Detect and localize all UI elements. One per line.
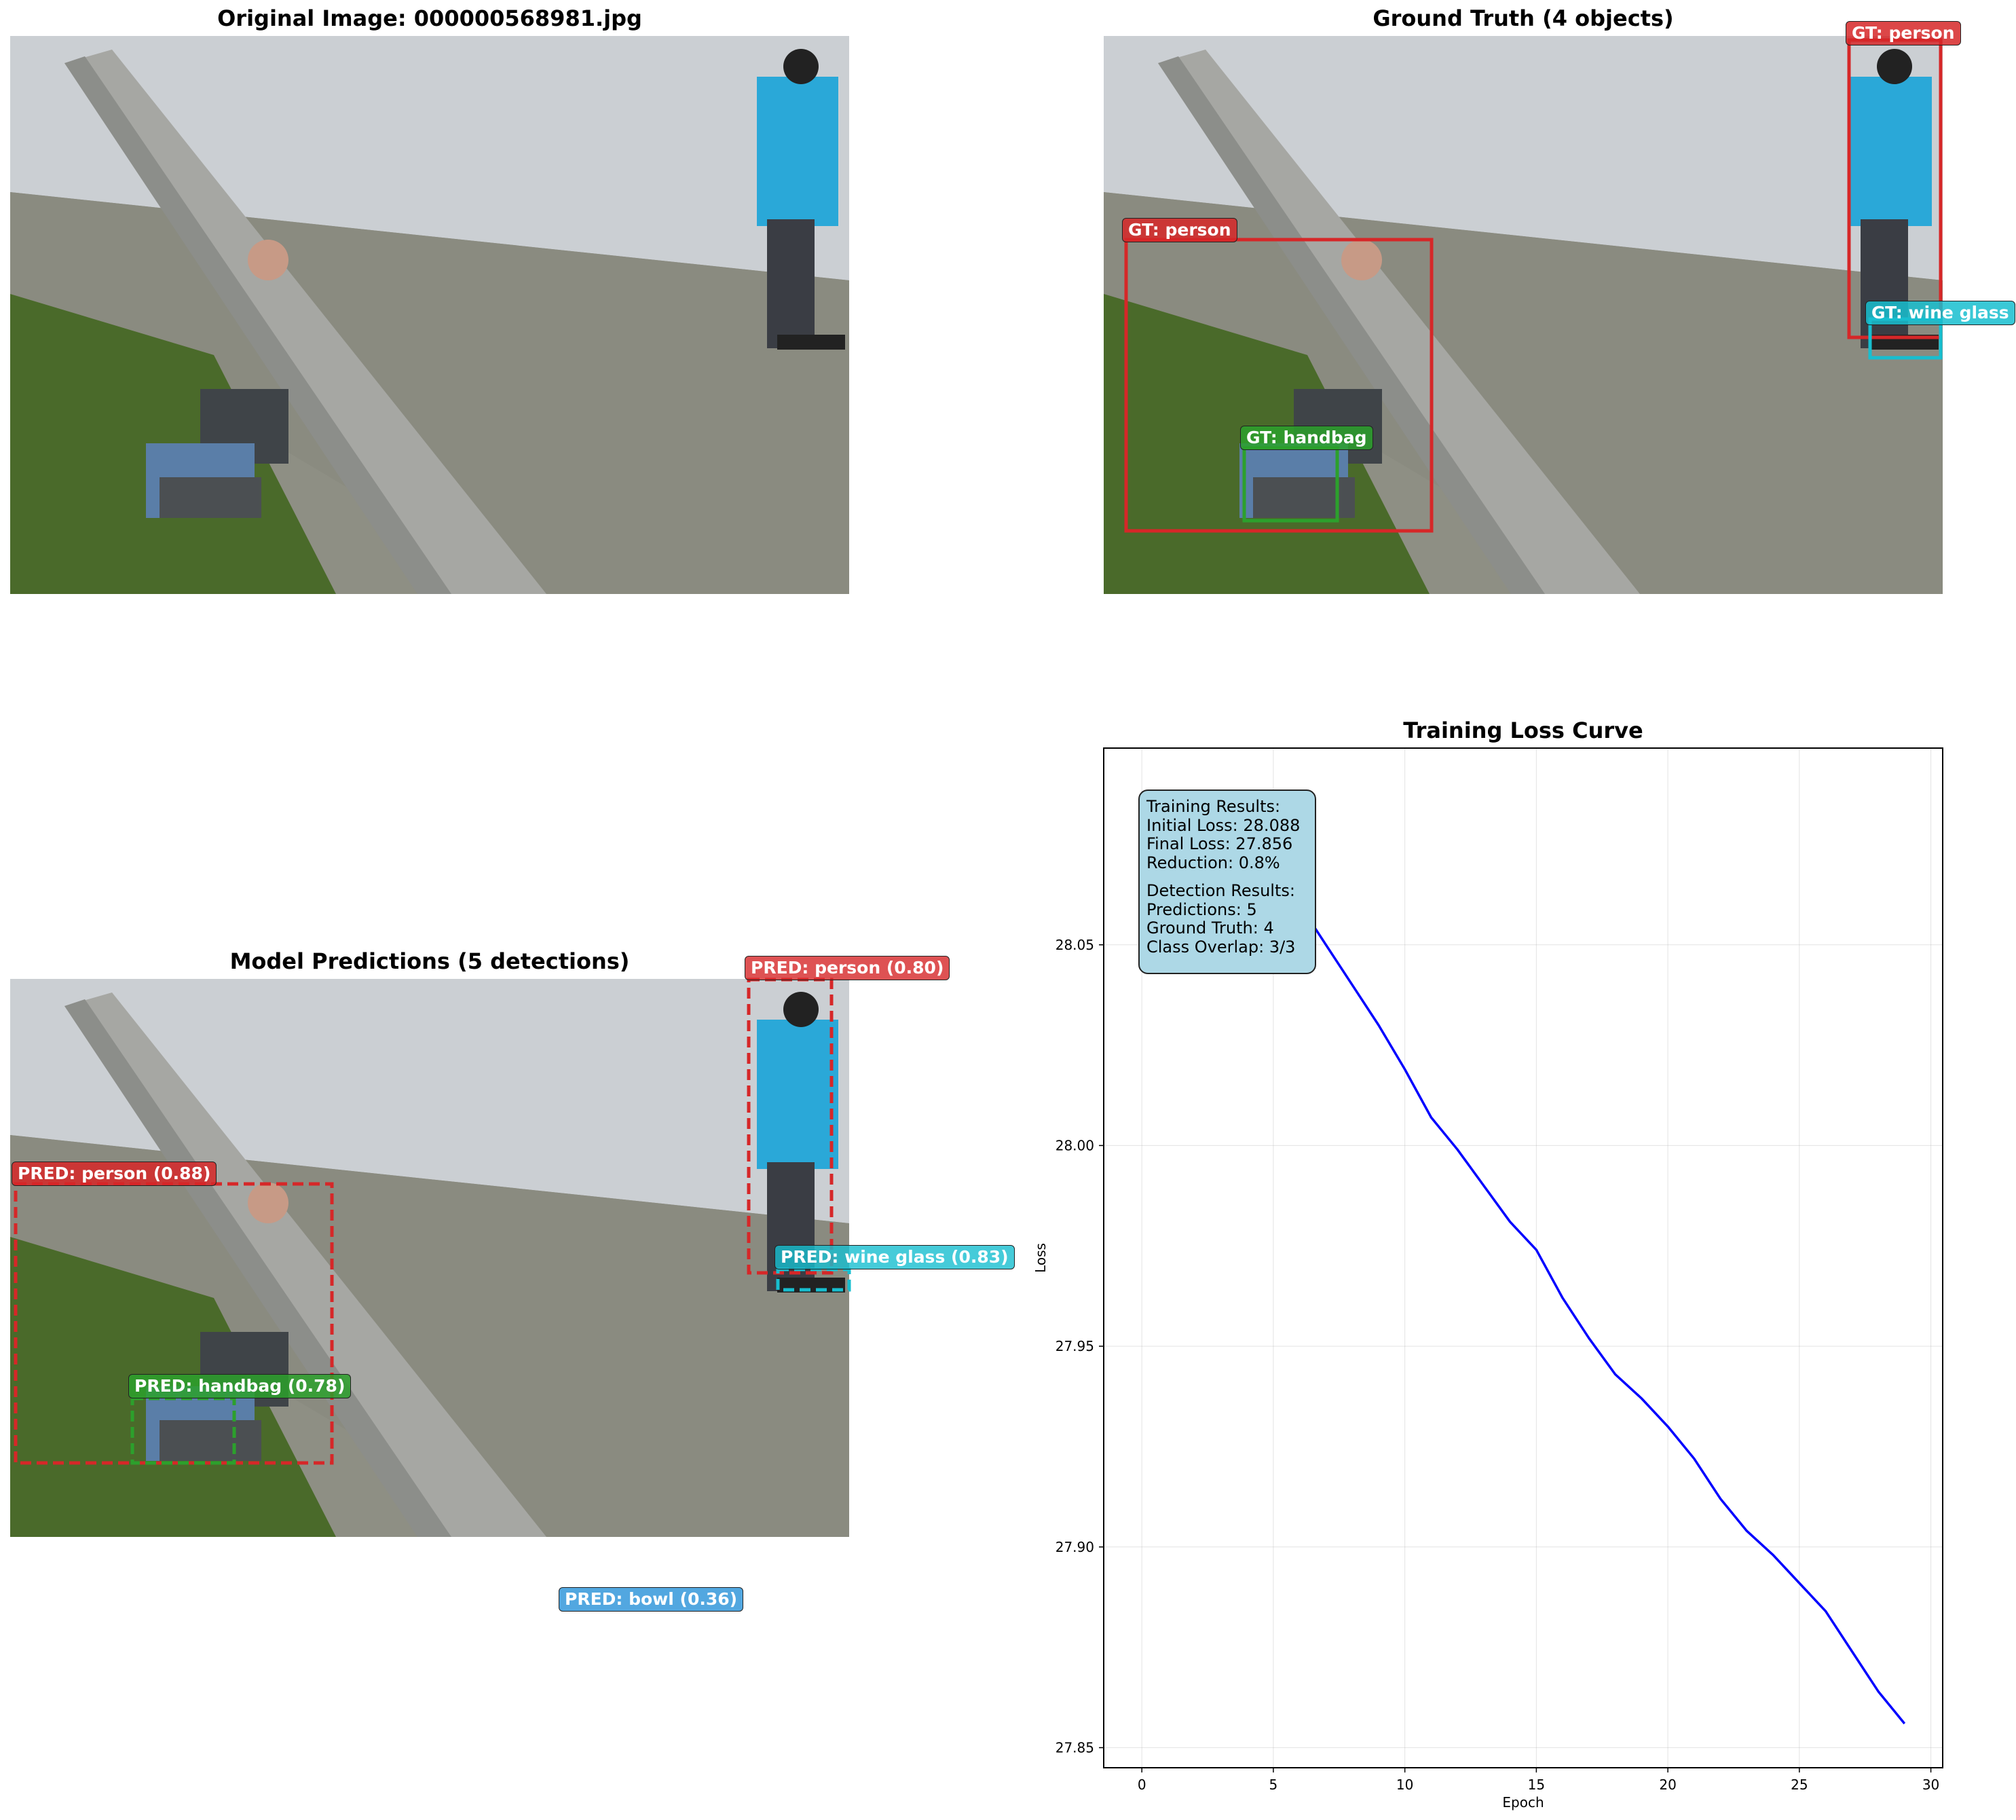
gt-label-wine-glass: GT: wine glass [1865,301,2015,325]
loss-chart-title: Training Loss Curve [1403,718,1643,743]
y-tick-label: 28.00 [1056,1137,1094,1153]
x-axis-label: Epoch [1502,1794,1544,1810]
detection-results-header: Detection Results: [1146,881,1295,900]
ground-truth-title: Ground Truth (4 objects) [1373,5,1674,31]
scene-photo [10,36,849,594]
y-tick-label: 27.85 [1056,1739,1094,1756]
x-tick-label: 15 [1528,1777,1545,1793]
gt-label-person: GT: person [1846,21,1961,45]
results-info-box: Training Results: Initial Loss: 28.088 F… [1138,790,1316,974]
gt-label-person: GT: person [1122,218,1237,242]
reduction-text: Reduction: 0.8% [1146,853,1280,872]
y-tick-label: 28.05 [1056,937,1094,953]
x-tick-label: 25 [1791,1777,1808,1793]
initial-loss-text: Initial Loss: 28.088 [1146,815,1301,835]
training-results-header: Training Results: [1146,797,1281,816]
plot-area-frame [1103,747,1943,1768]
x-tick-label: 10 [1396,1777,1413,1793]
predictions-count-text: Predictions: 5 [1146,899,1257,919]
chart-ticks: 0 5 10 15 20 25 30 27.85 27.90 27.95 28.00 28.05 [1056,937,1940,1793]
x-tick-label: 30 [1922,1777,1939,1793]
y-tick-label: 27.95 [1056,1338,1094,1354]
x-tick-label: 20 [1659,1777,1676,1793]
x-tick-label: 5 [1269,1777,1278,1793]
original-image [10,36,849,594]
pred-label-bowl: PRED: bowl (0.36) [559,1587,744,1612]
y-axis-label: Loss [1032,1243,1049,1273]
predictions-title: Model Predictions (5 detections) [229,948,630,974]
pred-label-wine-glass: PRED: wine glass (0.83) [774,1245,1015,1269]
ground-truth-count-text: Ground Truth: 4 [1146,918,1274,937]
class-overlap-text: Class Overlap: 3/3 [1146,937,1296,957]
y-tick-label: 27.90 [1056,1539,1094,1555]
gt-label-handbag: GT: handbag [1240,426,1373,450]
pred-label-person: PRED: person (0.88) [12,1162,217,1186]
pred-label-person: PRED: person (0.80) [745,956,950,980]
x-tick-label: 0 [1138,1777,1146,1793]
pred-label-handbag: PRED: handbag (0.78) [128,1374,352,1398]
original-image-title: Original Image: 000000568981.jpg [217,5,642,31]
final-loss-text: Final Loss: 27.856 [1146,834,1293,853]
